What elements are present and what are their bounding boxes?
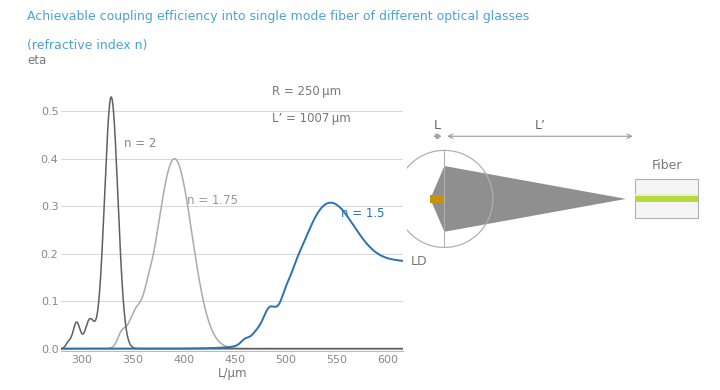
Text: L’: L’ [534,119,546,131]
Text: R = 250 μm: R = 250 μm [271,85,341,98]
X-axis label: L/μm: L/μm [217,367,247,379]
Text: n = 1.75: n = 1.75 [186,194,238,207]
Text: L: L [434,119,441,131]
FancyBboxPatch shape [636,196,698,202]
Text: L’ = 1007 μm: L’ = 1007 μm [271,112,350,125]
Text: Fiber: Fiber [652,159,682,172]
Text: n = 2: n = 2 [125,137,157,150]
Text: eta: eta [27,54,46,67]
Polygon shape [431,166,626,232]
Text: (refractive index n): (refractive index n) [27,39,148,52]
Text: n = 1.5: n = 1.5 [341,207,384,220]
Text: Achievable coupling efficiency into single mode fiber of different optical glass: Achievable coupling efficiency into sing… [27,10,530,23]
FancyBboxPatch shape [636,194,698,196]
Text: LD: LD [411,255,428,268]
FancyBboxPatch shape [636,179,698,218]
FancyBboxPatch shape [431,195,444,203]
